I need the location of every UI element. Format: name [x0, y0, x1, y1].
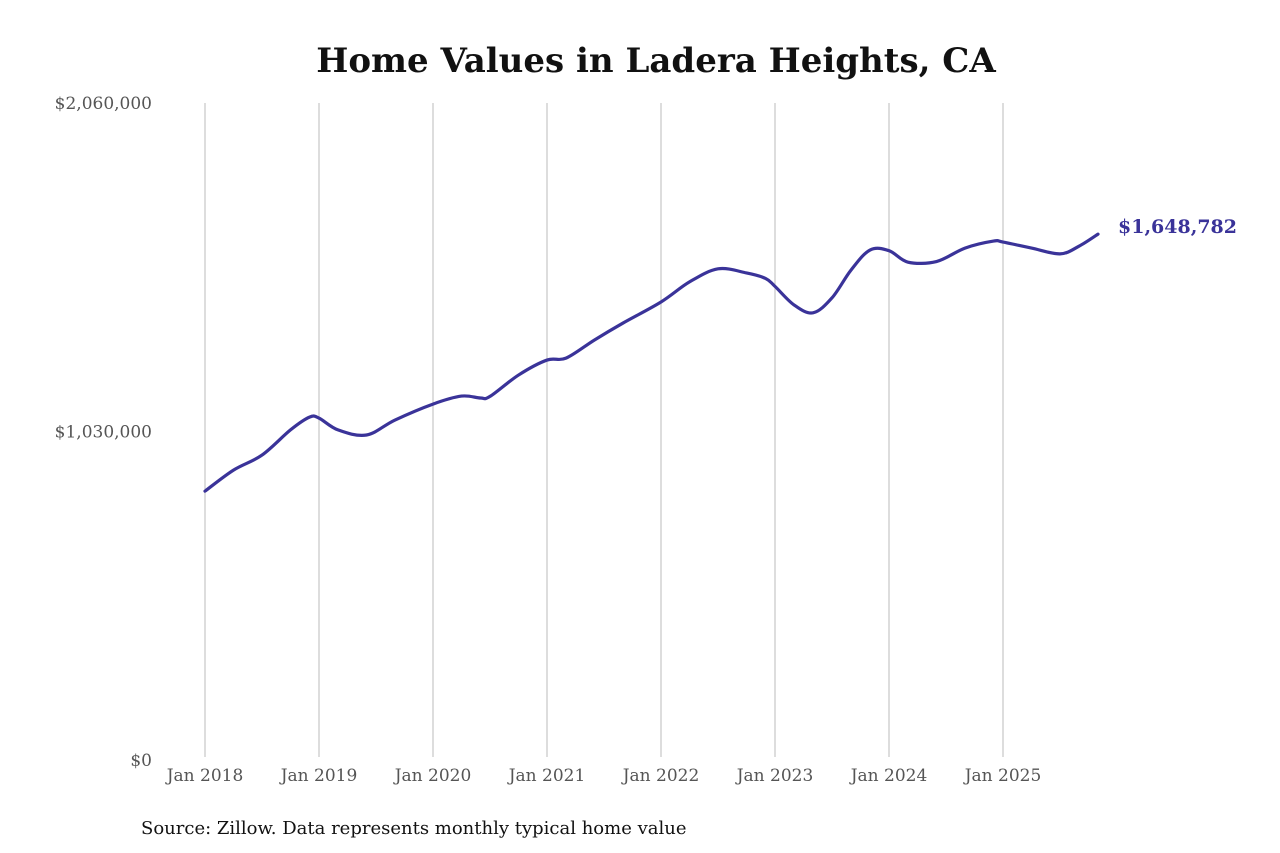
chart-title: Home Values in Ladera Heights, CA — [316, 41, 996, 81]
x-tick-label: Jan 2021 — [507, 766, 586, 786]
x-tick-label: Jan 2020 — [393, 766, 472, 786]
x-tick-label: Jan 2019 — [279, 766, 358, 786]
gridlines — [204, 103, 1004, 757]
x-axis: Jan 2018 Jan 2019 Jan 2020 Jan 2021 Jan 2022… — [165, 766, 1042, 786]
y-axis: $0 $1,030,000 $2,060,000 — [55, 94, 152, 771]
y-tick-label: $2,060,000 — [55, 94, 152, 114]
x-tick-label: Jan 2018 — [165, 766, 244, 786]
y-tick-label: $0 — [130, 751, 152, 771]
source-note: Source: Zillow. Data represents monthly … — [141, 818, 687, 839]
x-tick-label: Jan 2025 — [963, 766, 1042, 786]
series-line — [203, 232, 1100, 493]
y-tick-label: $1,030,000 — [55, 423, 152, 443]
x-tick-label: Jan 2023 — [735, 766, 814, 786]
end-value-label: $1,648,782 — [1118, 216, 1237, 238]
x-tick-label: Jan 2024 — [849, 766, 928, 786]
x-tick-label: Jan 2022 — [621, 766, 700, 786]
